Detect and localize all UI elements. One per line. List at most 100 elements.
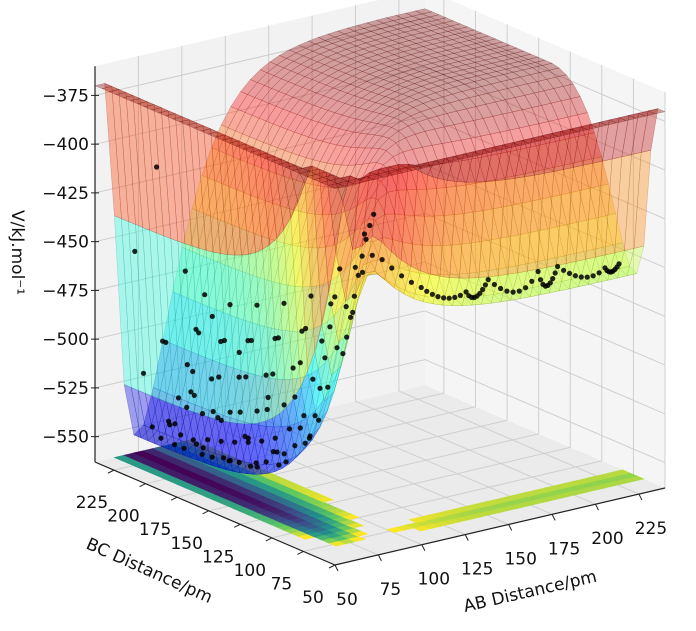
surface-patch [370, 28, 389, 35]
surface-patch [327, 100, 346, 114]
surface-patch [352, 48, 372, 56]
trajectory-point [236, 349, 242, 355]
surface-patch [387, 84, 406, 92]
surface-patch [387, 189, 406, 216]
x-tick-label: 225 [635, 519, 667, 539]
surface-patch [498, 63, 517, 70]
surface-patch [286, 397, 304, 459]
surface-patch [149, 229, 167, 403]
surface-patch [400, 163, 419, 267]
surface-patch [491, 206, 510, 239]
trajectory-point [163, 339, 169, 345]
surface-patch [522, 67, 541, 76]
surface-patch [640, 108, 659, 153]
surface-patch [330, 90, 348, 102]
surface-patch [340, 146, 359, 166]
surface-patch [414, 162, 433, 169]
y-gridline [176, 24, 508, 498]
surface-patch [560, 128, 579, 135]
trajectory-point [272, 435, 278, 441]
surface-patch [375, 171, 394, 178]
surface-patch [314, 325, 332, 402]
surface-patch [374, 124, 392, 137]
surface-patch [234, 112, 253, 135]
trajectory-point [301, 413, 307, 419]
surface-patch [356, 22, 375, 29]
surface-patch [314, 40, 334, 48]
y-tick-mark [170, 496, 178, 501]
surface-patch [373, 164, 391, 182]
trajectory-point [317, 385, 323, 391]
surface-patch [466, 75, 485, 82]
surface-patch [229, 422, 248, 474]
surface-patch [301, 165, 320, 172]
surface-patch [246, 139, 264, 166]
trajectory-point [209, 454, 215, 460]
surface-patch [342, 183, 361, 213]
surface-patch [627, 112, 647, 119]
y-gridline [240, 51, 571, 525]
y-tick-label: 50 [302, 588, 324, 608]
trajectory-point [227, 457, 233, 464]
surface-patch [550, 131, 569, 137]
surface-patch [459, 72, 478, 79]
z-gridline [94, 66, 666, 171]
surface-patch [386, 280, 404, 295]
surface-patch [505, 66, 524, 73]
surface-patch [345, 163, 363, 188]
trajectory-point [275, 335, 281, 341]
surface-patch [212, 311, 230, 364]
surface-patch [446, 153, 465, 182]
surface-patch [474, 181, 493, 211]
surface-patch [517, 83, 535, 96]
surface-patch [626, 245, 645, 277]
surface-patch [365, 39, 384, 47]
surface-patch [472, 149, 492, 155]
surface-patch [283, 209, 301, 246]
trajectory-point [149, 424, 155, 430]
surface-patch [249, 149, 268, 156]
surface-patch [212, 183, 231, 221]
surface-patch [139, 98, 158, 234]
surface-patch [394, 31, 413, 38]
trajectory-point [344, 334, 350, 340]
surface-patch [273, 155, 292, 231]
surface-patch [506, 47, 525, 54]
x-tick-label: 175 [548, 539, 580, 559]
surface-patch [222, 420, 241, 474]
surface-patch [315, 124, 333, 142]
surface-patch [397, 60, 417, 67]
surface-patch [513, 173, 532, 204]
surface-patch [522, 287, 541, 298]
surface-patch [366, 174, 385, 180]
surface-patch [409, 166, 428, 190]
surface-patch [170, 238, 188, 411]
surface-patch [503, 53, 522, 59]
trajectory-point [359, 253, 365, 259]
trajectory-point [193, 441, 200, 447]
surface-patch [411, 65, 431, 72]
surface-patch [553, 86, 571, 102]
trajectory-point [263, 459, 269, 465]
surface-patch [572, 124, 591, 168]
trajectory-point [220, 455, 227, 461]
surface-patch [443, 214, 461, 246]
surface-patch [219, 314, 237, 366]
surface-patch [382, 237, 400, 269]
trajectory-point [236, 374, 242, 380]
trajectory-point [184, 404, 190, 410]
trajectory-point [379, 257, 385, 263]
surface-patch [394, 213, 413, 245]
trajectory-point [480, 286, 486, 293]
surface-patch [375, 17, 394, 24]
surface-patch [419, 49, 439, 56]
surface-patch [463, 29, 483, 36]
surface-patch [582, 121, 601, 166]
surface-patch [431, 143, 450, 165]
surface-patch [348, 107, 367, 120]
surface-patch [157, 393, 175, 435]
surface-patch [396, 80, 416, 88]
surface-patch [440, 77, 459, 84]
surface-patch [541, 62, 560, 71]
surface-patch [545, 141, 563, 168]
